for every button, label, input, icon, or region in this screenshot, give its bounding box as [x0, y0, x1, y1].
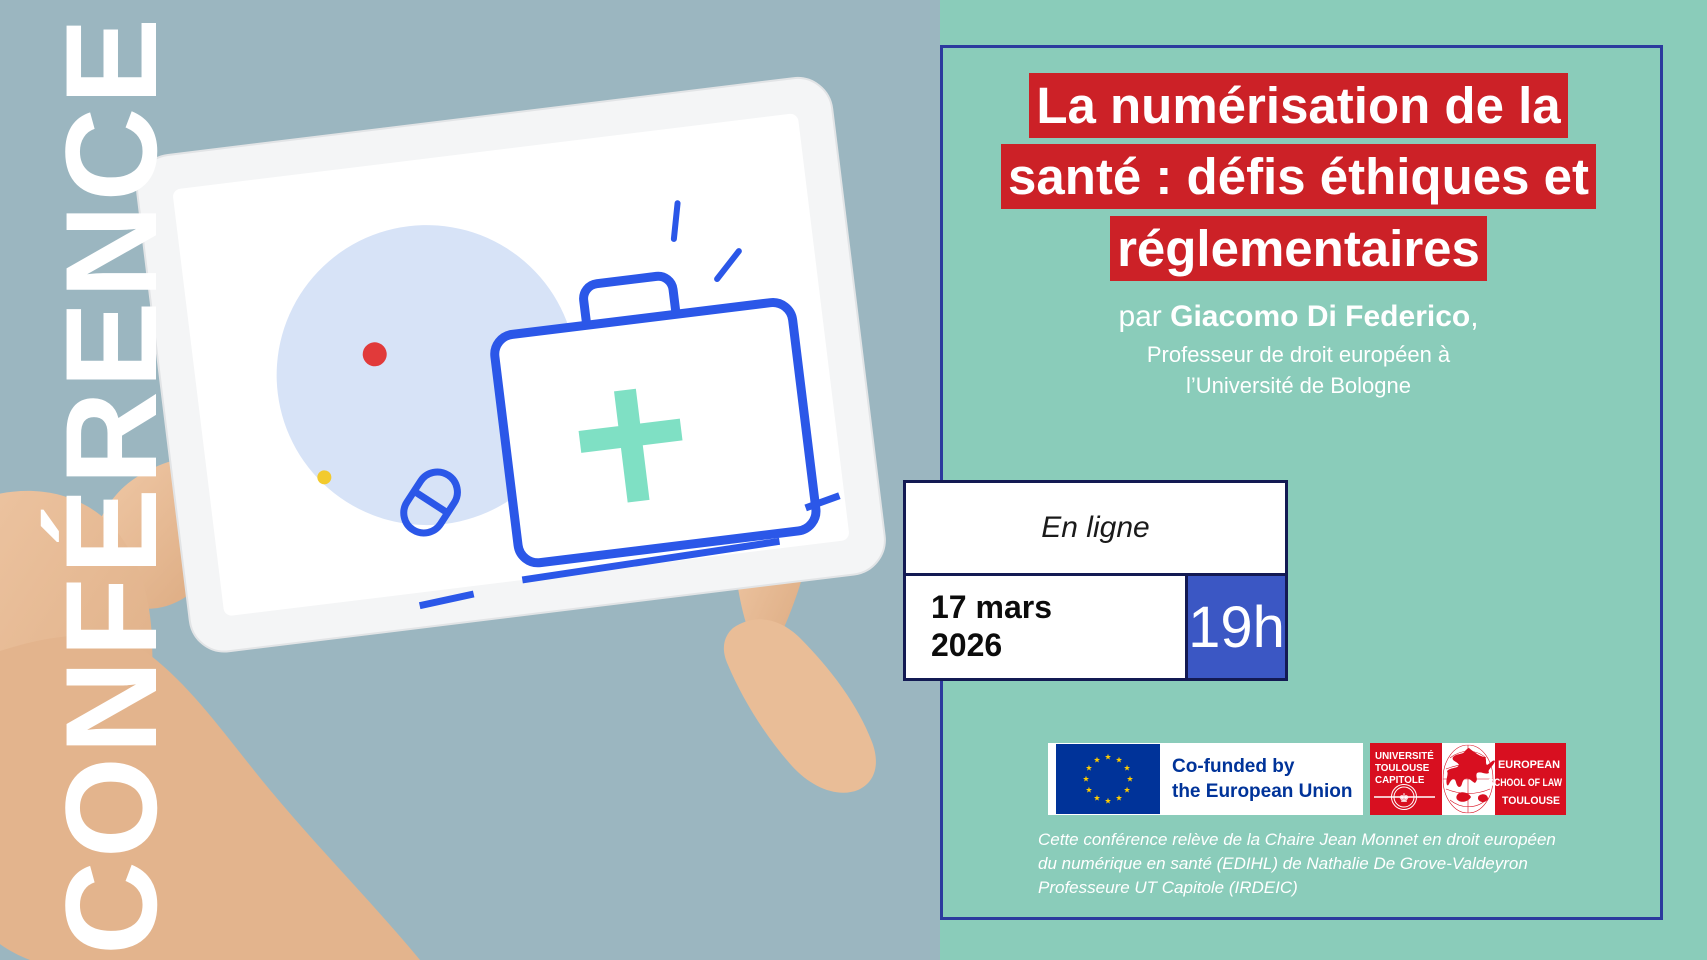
svg-text:TOULOUSE: TOULOUSE — [1375, 763, 1430, 774]
svg-text:EUROPEAN: EUROPEAN — [1498, 759, 1560, 771]
svg-text:♚: ♚ — [1399, 791, 1410, 805]
svg-text:SCHOOL OF LAW: SCHOOL OF LAW — [1488, 777, 1562, 789]
svg-text:UNIVERSITÉ: UNIVERSITÉ — [1375, 750, 1434, 762]
svg-text:TOULOUSE: TOULOUSE — [1502, 795, 1560, 807]
svg-text:CAPITOLE: CAPITOLE — [1375, 775, 1425, 786]
